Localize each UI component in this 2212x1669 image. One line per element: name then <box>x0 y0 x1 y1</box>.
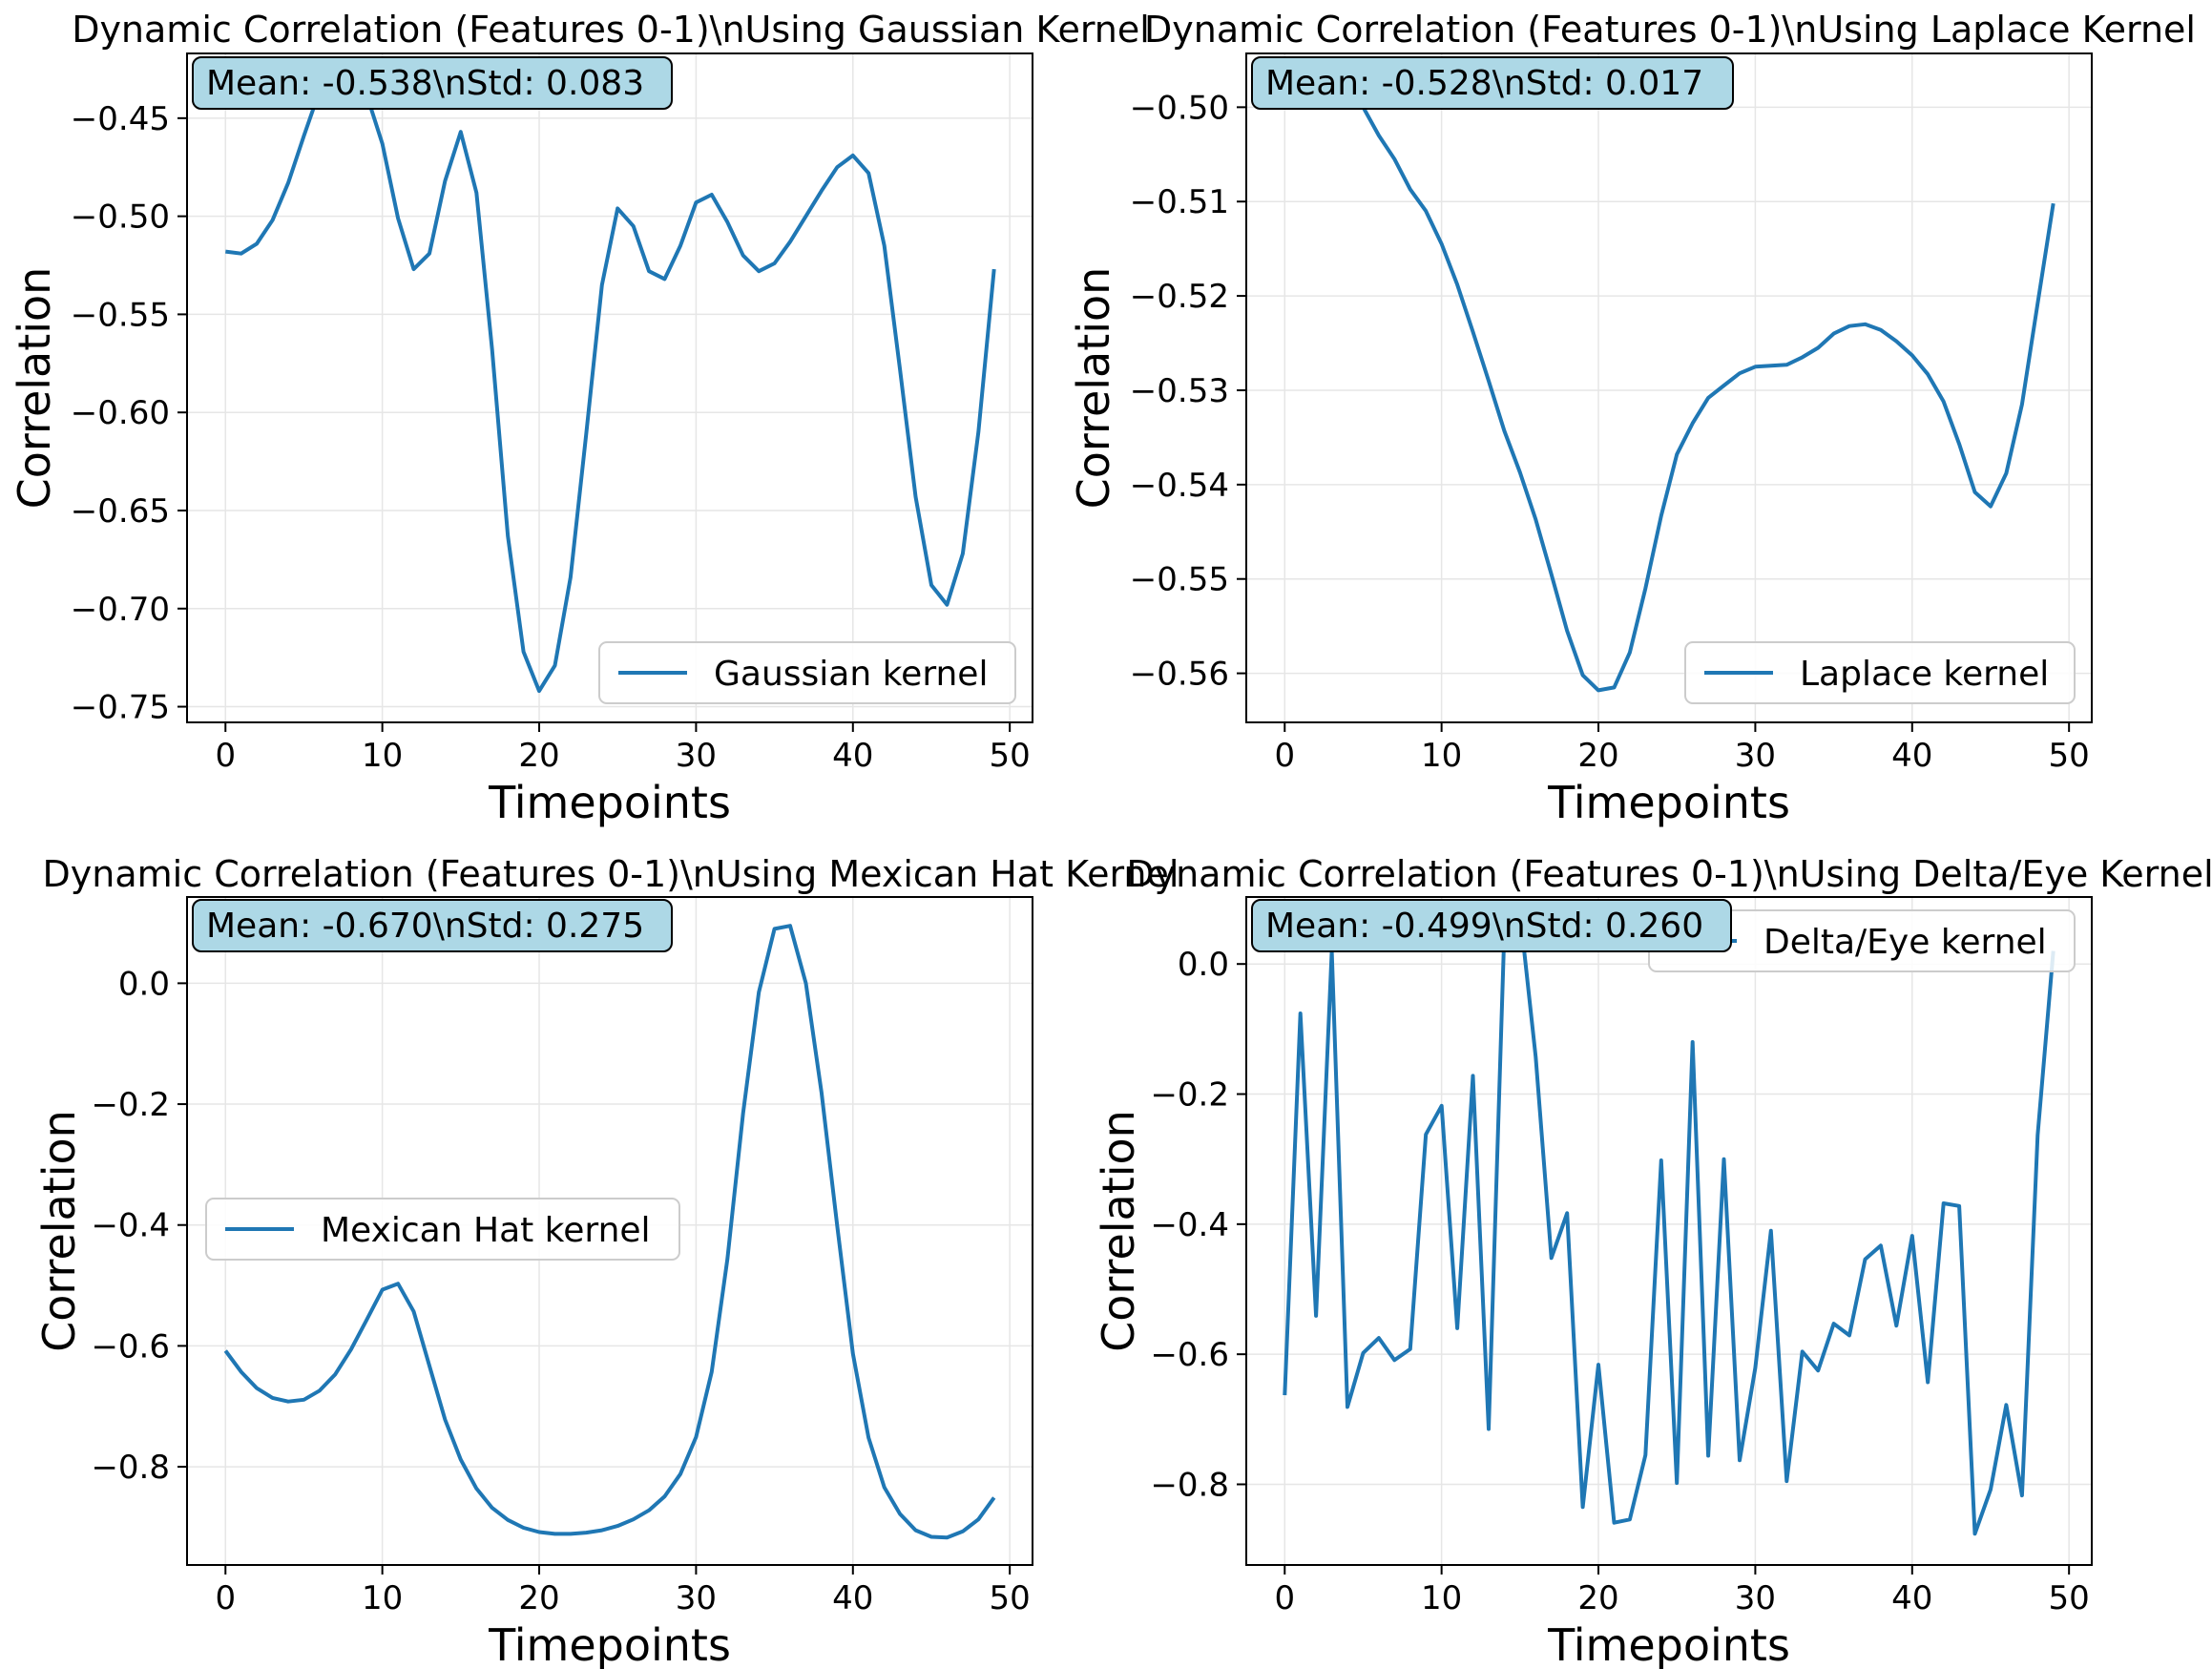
stats-box-background <box>1251 899 1732 952</box>
chart-title: Dynamic Correlation (Features 0-1)\nUsin… <box>72 9 1150 51</box>
y-tick-label: −0.4 <box>91 1207 170 1245</box>
y-tick-label: −0.70 <box>71 591 170 629</box>
stats-text: Mean: -0.538\nStd: 0.083 <box>206 64 644 103</box>
y-tick-label: −0.65 <box>71 492 170 531</box>
y-tick-label: −0.4 <box>1150 1206 1229 1244</box>
legend-entry: Mexican Hat kernel <box>321 1211 651 1250</box>
y-tick-label: −0.50 <box>1130 89 1229 127</box>
x-tick-label: 10 <box>1421 1579 1462 1617</box>
x-tick-label: 30 <box>676 737 717 775</box>
x-tick-label: 10 <box>362 1579 403 1617</box>
y-tick-label: −0.54 <box>1130 467 1229 505</box>
y-tick-label: −0.56 <box>1130 656 1229 694</box>
y-tick-label: −0.45 <box>71 100 170 138</box>
y-tick-label: −0.6 <box>91 1327 170 1366</box>
legend-entry: Laplace kernel <box>1800 655 2049 694</box>
series-line-1 <box>225 63 996 694</box>
x-tick-label: 50 <box>990 1579 1031 1617</box>
x-tick-label: 40 <box>832 1579 873 1617</box>
subplot-1: 0 10 20 30 40 50 −0.75 −0.70 −0.65 −0.60 −0.55 −0.5… <box>9 9 1150 828</box>
x-tick-label: 40 <box>1891 737 1932 775</box>
subplot-3: 0 10 20 30 40 50 −0.8 −0.6 −0.4 −0.2 0.0 Dynamic Co… <box>33 853 1179 1669</box>
x-tick-label: 30 <box>1735 737 1776 775</box>
chart-title: Dynamic Correlation (Features 0-1)\nUsin… <box>43 853 1179 895</box>
legend: Laplace kernel <box>1684 641 2076 704</box>
y-tick-label: −0.8 <box>1150 1466 1229 1504</box>
y-tick-label: −0.50 <box>71 198 170 237</box>
series-line-1 <box>223 924 996 1540</box>
x-tick-label: 0 <box>215 1579 236 1617</box>
x-tick-label: 20 <box>1577 737 1618 775</box>
legend-box <box>1684 641 2076 704</box>
x-tick-label: 50 <box>990 737 1031 775</box>
y-tick-label: −0.55 <box>1130 561 1229 599</box>
stats-box-background <box>192 56 673 110</box>
subplot-4: 0 10 20 30 40 50 −0.8 −0.6 −0.4 −0.2 0.0 Dynamic Co… <box>1093 853 2212 1669</box>
plot-frame <box>186 896 1033 1566</box>
series-line-1 <box>1283 72 2055 693</box>
y-tick-label: −0.75 <box>71 689 170 727</box>
series-line-1 <box>1283 909 2055 1536</box>
stats-box: Mean: -0.499\nStd: 0.260 <box>1251 899 1732 952</box>
y-tick-label: 0.0 <box>1178 946 1229 984</box>
x-tick-label: 0 <box>1274 1579 1295 1617</box>
x-tick-label: 20 <box>1577 1579 1618 1617</box>
stats-box: Mean: -0.538\nStd: 0.083 <box>192 56 673 110</box>
stats-text: Mean: -0.670\nStd: 0.275 <box>206 907 644 946</box>
y-axis-label: Correlation <box>9 267 60 510</box>
y-axis-label: Correlation <box>1093 1110 1144 1352</box>
y-tick-label: −0.53 <box>1130 372 1229 410</box>
x-tick-label: 50 <box>2049 737 2090 775</box>
chart-title: Dynamic Correlation (Features 0-1)\nUsin… <box>1144 9 2196 51</box>
y-axis-label: Correlation <box>1068 267 1119 510</box>
plot-frame <box>1245 896 2093 1566</box>
x-axis-label: Timepoints <box>1547 777 1790 828</box>
x-axis-label: Timepoints <box>488 777 731 828</box>
x-tick-label: 20 <box>518 737 559 775</box>
y-tick-label: −0.2 <box>1150 1076 1229 1115</box>
legend-box <box>598 641 1016 704</box>
plot-frame <box>1245 52 2093 723</box>
stats-box: Mean: -0.528\nStd: 0.017 <box>1251 56 1734 110</box>
x-tick-label: 40 <box>832 737 873 775</box>
x-tick-label: 40 <box>1891 1579 1932 1617</box>
legend-entry: Delta/Eye kernel <box>1763 923 2047 962</box>
y-tick-label: −0.51 <box>1130 183 1229 221</box>
x-axis-label: Timepoints <box>1547 1619 1790 1669</box>
x-tick-label: 0 <box>1274 737 1295 775</box>
chart-title: Dynamic Correlation (Features 0-1)\nUsin… <box>1126 853 2212 895</box>
legend-box <box>205 1198 680 1261</box>
y-tick-label: −0.55 <box>71 296 170 334</box>
y-tick-label: 0.0 <box>118 965 170 1003</box>
x-tick-label: 50 <box>2049 1579 2090 1617</box>
x-tick-label: 10 <box>362 737 403 775</box>
stats-box-background <box>1251 56 1734 110</box>
x-tick-label: 30 <box>676 1579 717 1617</box>
x-tick-label: 10 <box>1421 737 1462 775</box>
stats-text: Mean: -0.528\nStd: 0.017 <box>1265 64 1703 103</box>
stats-box-background <box>192 899 673 952</box>
y-tick-label: −0.2 <box>91 1086 170 1124</box>
y-tick-label: −0.8 <box>91 1449 170 1487</box>
stats-text: Mean: -0.499\nStd: 0.260 <box>1265 907 1703 946</box>
x-tick-label: 30 <box>1735 1579 1776 1617</box>
x-tick-label: 0 <box>215 737 236 775</box>
plot-frame <box>186 52 1033 723</box>
x-tick-label: 20 <box>518 1579 559 1617</box>
y-tick-label: −0.52 <box>1130 278 1229 316</box>
legend: Mexican Hat kernel <box>205 1198 680 1261</box>
y-tick-label: −0.6 <box>1150 1336 1229 1374</box>
y-axis-label: Correlation <box>33 1110 85 1352</box>
x-axis-label: Timepoints <box>488 1619 731 1669</box>
stats-box: Mean: -0.670\nStd: 0.275 <box>192 899 673 952</box>
y-tick-label: −0.60 <box>71 394 170 432</box>
legend-entry: Gaussian kernel <box>714 655 988 694</box>
subplot-2: 0 10 20 30 40 50 −0.56 −0.55 −0.54 −0.53 −0.52 −0.5… <box>1068 9 2196 828</box>
legend: Gaussian kernel <box>598 641 1016 704</box>
